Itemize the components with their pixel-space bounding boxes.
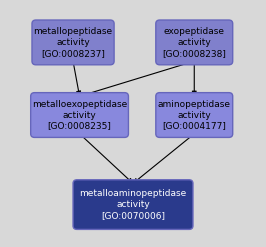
Text: metalloexopeptidase
activity
[GO:0008235]: metalloexopeptidase activity [GO:0008235… [32,100,127,130]
FancyBboxPatch shape [156,93,233,137]
FancyBboxPatch shape [73,180,193,229]
Text: aminopeptidase
activity
[GO:0004177]: aminopeptidase activity [GO:0004177] [158,100,231,130]
Text: exopeptidase
activity
[GO:0008238]: exopeptidase activity [GO:0008238] [162,27,226,58]
Text: metallopeptidase
activity
[GO:0008237]: metallopeptidase activity [GO:0008237] [34,27,113,58]
FancyBboxPatch shape [31,93,128,137]
FancyBboxPatch shape [32,20,114,65]
FancyBboxPatch shape [156,20,233,65]
Text: metalloaminopeptidase
activity
[GO:0070006]: metalloaminopeptidase activity [GO:00700… [79,189,187,220]
